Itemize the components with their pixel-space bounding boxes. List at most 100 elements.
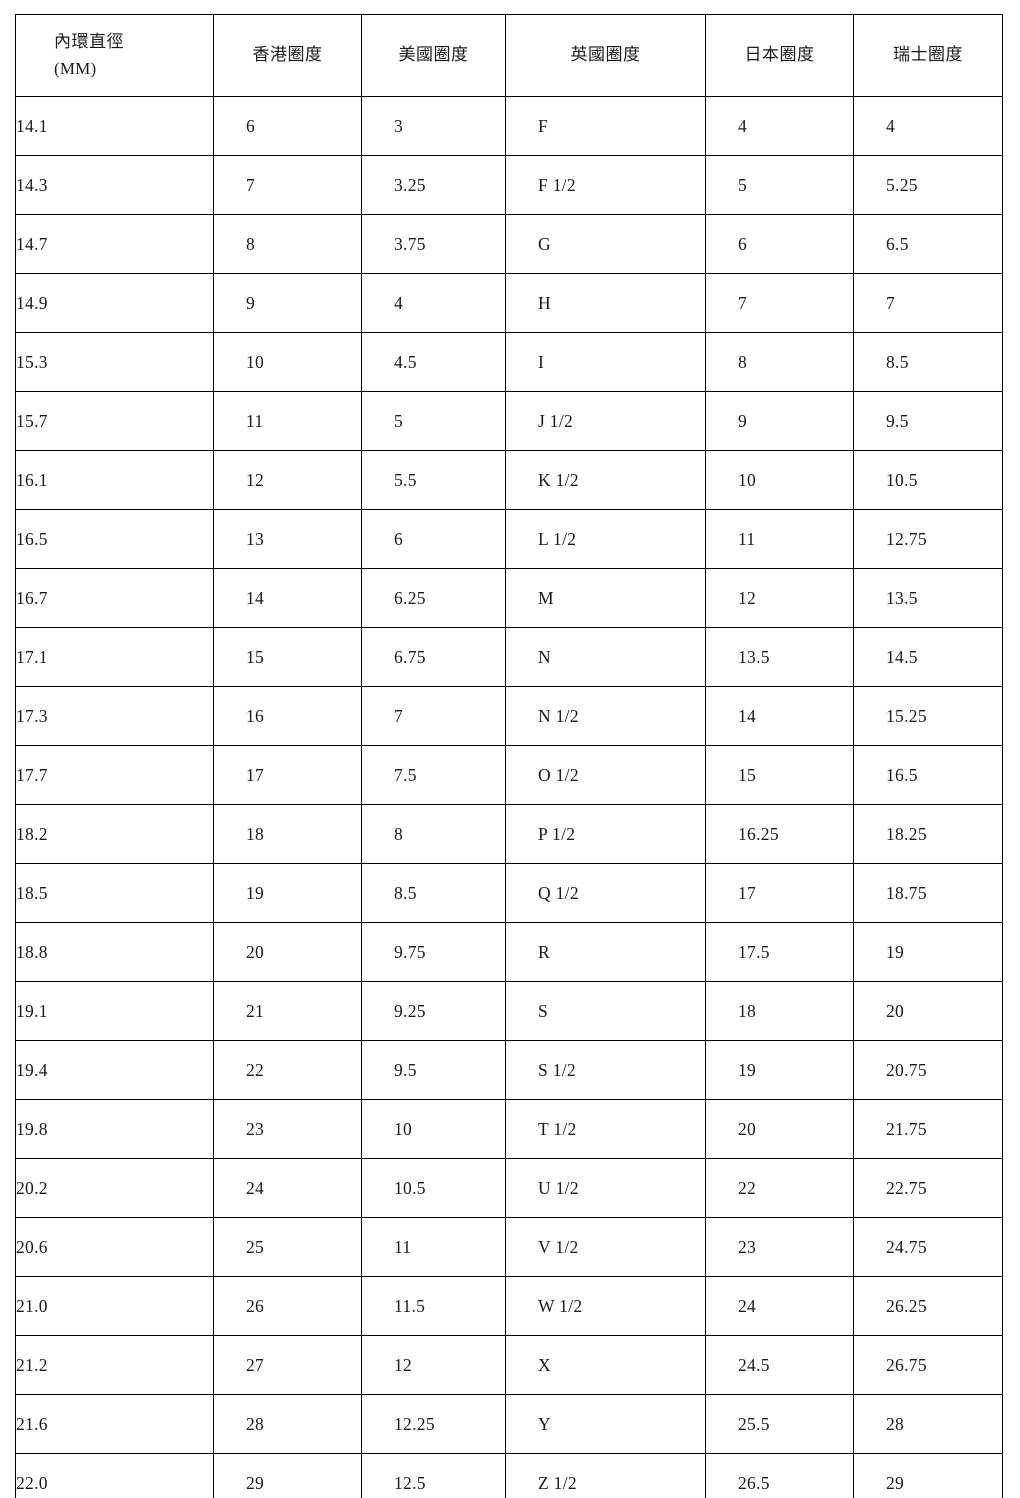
cell-hong-kong: 8 [213, 214, 362, 274]
cell-hong-kong: 13 [213, 509, 362, 569]
cell-hong-kong: 23 [213, 1099, 362, 1159]
cell-japan: 14 [705, 686, 854, 746]
cell-japan: 24 [705, 1276, 854, 1336]
cell-uk: R [505, 922, 706, 982]
cell-usa: 12 [361, 1335, 506, 1395]
cell-diameter: 21.2 [15, 1335, 214, 1395]
column-header-hong-kong: 香港圈度 [213, 14, 362, 97]
cell-hong-kong: 7 [213, 155, 362, 215]
cell-hong-kong: 14 [213, 568, 362, 628]
cell-usa: 3 [361, 96, 506, 156]
cell-hong-kong: 22 [213, 1040, 362, 1100]
cell-japan: 18 [705, 981, 854, 1041]
table-row: 19.8 23 10 T 1/2 20 21.75 [15, 1099, 1003, 1159]
cell-usa: 3.25 [361, 155, 506, 215]
cell-switzerland: 4 [853, 96, 1003, 156]
cell-switzerland: 26.75 [853, 1335, 1003, 1395]
cell-japan: 22 [705, 1158, 854, 1218]
cell-japan: 5 [705, 155, 854, 215]
cell-diameter: 17.7 [15, 745, 214, 805]
cell-uk: U 1/2 [505, 1158, 706, 1218]
table-row: 21.0 26 11.5 W 1/2 24 26.25 [15, 1276, 1003, 1336]
cell-diameter: 14.3 [15, 155, 214, 215]
column-header-diameter: 內環直徑 (MM) [15, 14, 214, 97]
cell-uk: N 1/2 [505, 686, 706, 746]
table-row: 18.2 18 8 P 1/2 16.25 18.25 [15, 804, 1003, 864]
table-row: 14.7 8 3.75 G 6 6.5 [15, 214, 1003, 274]
cell-usa: 9.5 [361, 1040, 506, 1100]
cell-hong-kong: 11 [213, 391, 362, 451]
table-row: 14.3 7 3.25 F 1/2 5 5.25 [15, 155, 1003, 215]
cell-diameter: 18.5 [15, 863, 214, 923]
cell-uk: H [505, 273, 706, 333]
cell-diameter: 20.6 [15, 1217, 214, 1277]
cell-usa: 6.75 [361, 627, 506, 687]
cell-switzerland: 21.75 [853, 1099, 1003, 1159]
cell-diameter: 18.2 [15, 804, 214, 864]
cell-switzerland: 6.5 [853, 214, 1003, 274]
table-row: 16.5 13 6 L 1/2 11 12.75 [15, 509, 1003, 569]
table-row: 14.1 6 3 F 4 4 [15, 96, 1003, 156]
table-row: 15.3 10 4.5 I 8 8.5 [15, 332, 1003, 392]
table-row: 21.6 28 12.25 Y 25.5 28 [15, 1394, 1003, 1454]
cell-switzerland: 24.75 [853, 1217, 1003, 1277]
cell-japan: 7 [705, 273, 854, 333]
cell-diameter: 16.7 [15, 568, 214, 628]
cell-japan: 15 [705, 745, 854, 805]
cell-uk: Z 1/2 [505, 1453, 706, 1498]
table-row: 18.8 20 9.75 R 17.5 19 [15, 922, 1003, 982]
cell-uk: M [505, 568, 706, 628]
cell-diameter: 21.0 [15, 1276, 214, 1336]
cell-switzerland: 8.5 [853, 332, 1003, 392]
cell-hong-kong: 17 [213, 745, 362, 805]
cell-hong-kong: 26 [213, 1276, 362, 1336]
cell-hong-kong: 18 [213, 804, 362, 864]
cell-uk: J 1/2 [505, 391, 706, 451]
table-row: 20.2 24 10.5 U 1/2 22 22.75 [15, 1158, 1003, 1218]
cell-switzerland: 19 [853, 922, 1003, 982]
cell-japan: 12 [705, 568, 854, 628]
cell-switzerland: 7 [853, 273, 1003, 333]
cell-uk: S 1/2 [505, 1040, 706, 1100]
cell-usa: 11 [361, 1217, 506, 1277]
cell-usa: 7.5 [361, 745, 506, 805]
cell-switzerland: 18.25 [853, 804, 1003, 864]
cell-switzerland: 22.75 [853, 1158, 1003, 1218]
table-row: 19.1 21 9.25 S 18 20 [15, 981, 1003, 1041]
cell-diameter: 21.6 [15, 1394, 214, 1454]
cell-hong-kong: 21 [213, 981, 362, 1041]
cell-diameter: 19.4 [15, 1040, 214, 1100]
cell-usa: 9.25 [361, 981, 506, 1041]
cell-switzerland: 10.5 [853, 450, 1003, 510]
cell-usa: 12.25 [361, 1394, 506, 1454]
cell-uk: N [505, 627, 706, 687]
cell-japan: 13.5 [705, 627, 854, 687]
table-row: 20.6 25 11 V 1/2 23 24.75 [15, 1217, 1003, 1277]
cell-japan: 24.5 [705, 1335, 854, 1395]
cell-usa: 5.5 [361, 450, 506, 510]
cell-japan: 9 [705, 391, 854, 451]
cell-usa: 12.5 [361, 1453, 506, 1498]
cell-diameter: 14.7 [15, 214, 214, 274]
cell-diameter: 19.1 [15, 981, 214, 1041]
cell-hong-kong: 16 [213, 686, 362, 746]
cell-switzerland: 14.5 [853, 627, 1003, 687]
cell-uk: L 1/2 [505, 509, 706, 569]
cell-diameter: 19.8 [15, 1099, 214, 1159]
cell-switzerland: 26.25 [853, 1276, 1003, 1336]
cell-usa: 9.75 [361, 922, 506, 982]
table-row: 16.7 14 6.25 M 12 13.5 [15, 568, 1003, 628]
cell-switzerland: 16.5 [853, 745, 1003, 805]
cell-diameter: 15.3 [15, 332, 214, 392]
cell-diameter: 16.5 [15, 509, 214, 569]
cell-switzerland: 13.5 [853, 568, 1003, 628]
cell-diameter: 20.2 [15, 1158, 214, 1218]
table-row: 17.3 16 7 N 1/2 14 15.25 [15, 686, 1003, 746]
cell-uk: O 1/2 [505, 745, 706, 805]
cell-hong-kong: 24 [213, 1158, 362, 1218]
cell-uk: W 1/2 [505, 1276, 706, 1336]
header-row: 內環直徑 (MM) 香港圈度 美國圈度 英國圈度 日本圈度 瑞士圈度 [15, 14, 1003, 97]
cell-hong-kong: 10 [213, 332, 362, 392]
cell-uk: Q 1/2 [505, 863, 706, 923]
cell-uk: K 1/2 [505, 450, 706, 510]
